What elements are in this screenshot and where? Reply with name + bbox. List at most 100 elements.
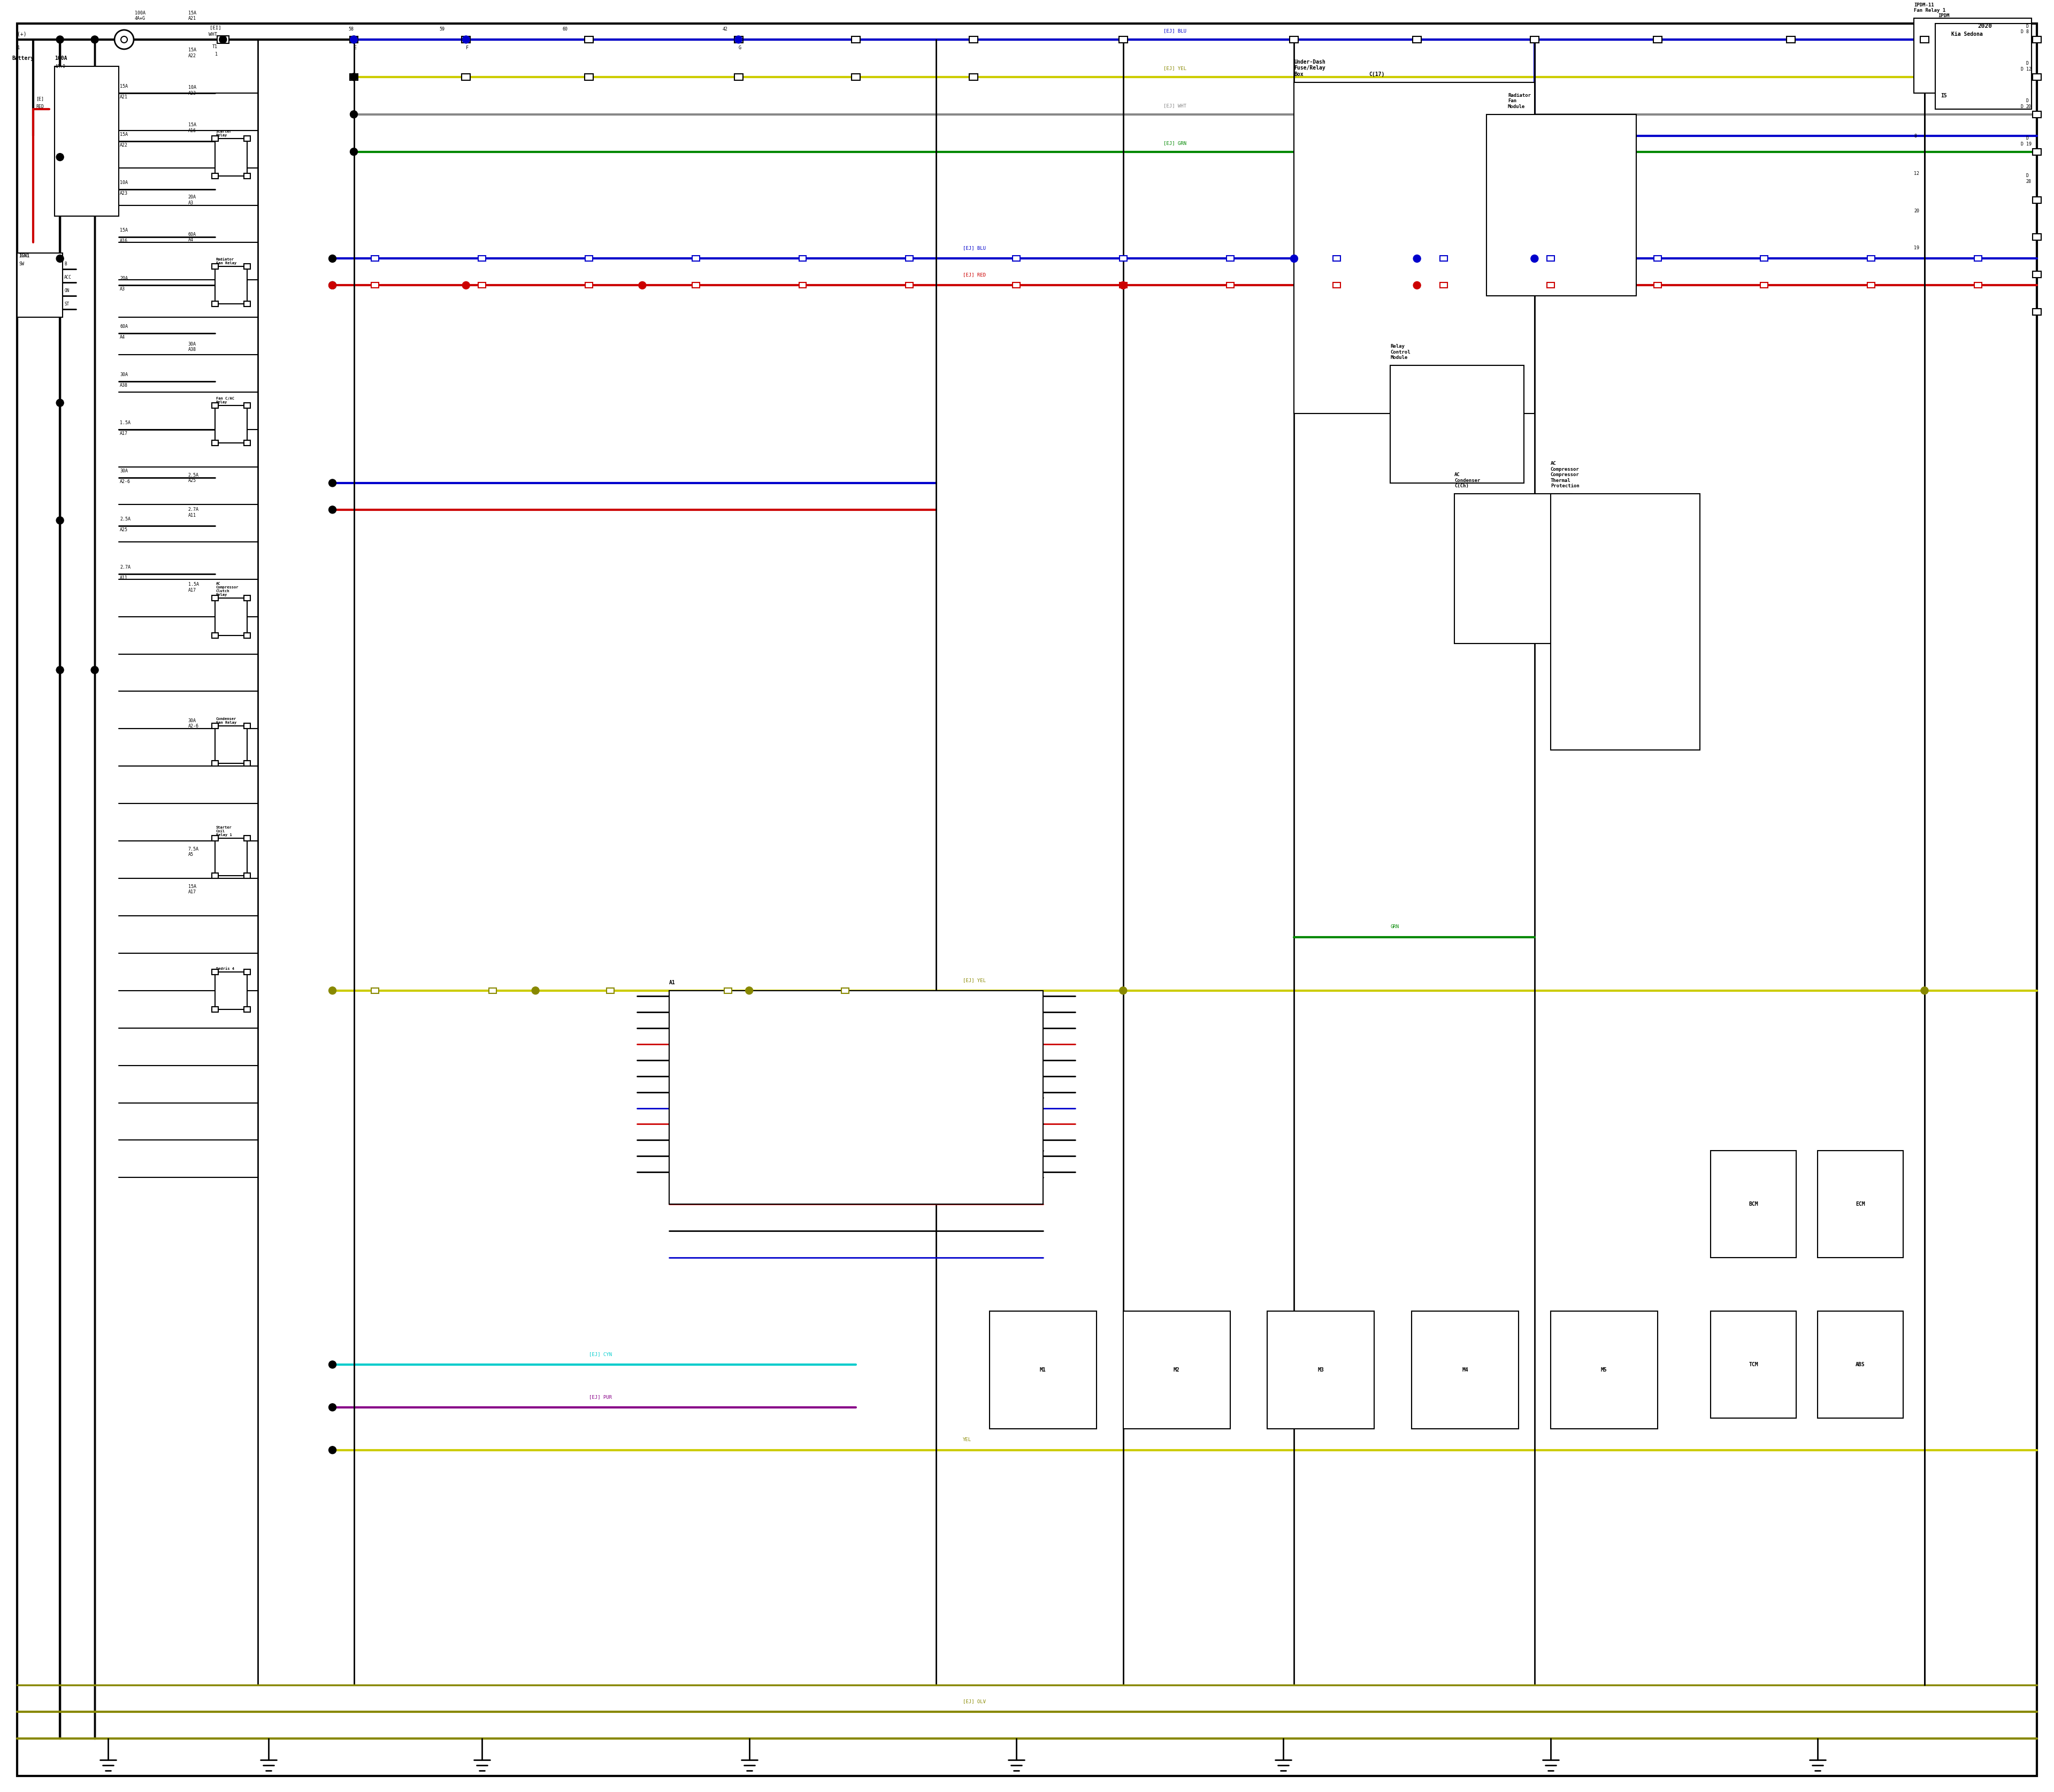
Text: BCM: BCM xyxy=(1748,1202,1758,1208)
Circle shape xyxy=(220,36,226,43)
Text: A1: A1 xyxy=(670,980,676,986)
Text: 30A: 30A xyxy=(119,373,127,376)
Bar xyxy=(1226,256,1234,262)
Text: 1.5A
A17: 1.5A A17 xyxy=(189,582,199,593)
Bar xyxy=(349,73,357,81)
Circle shape xyxy=(746,987,754,995)
Bar xyxy=(1760,283,1768,289)
Bar xyxy=(990,1312,1097,1428)
Bar xyxy=(1787,36,1795,43)
Text: E: E xyxy=(353,45,357,50)
Text: 15A
A17: 15A A17 xyxy=(189,883,197,894)
Bar xyxy=(1440,256,1448,262)
Bar xyxy=(852,73,861,81)
Bar xyxy=(1914,18,2031,93)
Bar xyxy=(1119,36,1128,43)
Bar xyxy=(2033,271,2042,278)
Bar xyxy=(1530,36,1538,43)
Bar xyxy=(585,283,594,289)
Text: ST: ST xyxy=(64,301,70,306)
Circle shape xyxy=(349,73,357,81)
Text: [EJ] BLU: [EJ] BLU xyxy=(963,246,986,251)
Text: A11: A11 xyxy=(119,575,127,581)
Bar xyxy=(606,987,614,993)
Text: Under-Dash
Fuse/Relay
Box: Under-Dash Fuse/Relay Box xyxy=(1294,59,1325,77)
Text: 15A
A22: 15A A22 xyxy=(189,48,197,57)
Text: 2.5A: 2.5A xyxy=(119,516,131,521)
Circle shape xyxy=(55,516,64,523)
Bar xyxy=(906,283,914,289)
Circle shape xyxy=(55,667,64,674)
Text: 12: 12 xyxy=(1914,170,1918,176)
Bar xyxy=(1653,256,1662,262)
Bar xyxy=(1547,283,1555,289)
Text: Radiator
Fan Relay: Radiator Fan Relay xyxy=(216,258,236,265)
Text: Condenser
Fan Relay: Condenser Fan Relay xyxy=(216,717,236,724)
Text: 30A: 30A xyxy=(119,468,127,473)
Text: A23: A23 xyxy=(119,190,127,195)
Text: [EJ] WHT: [EJ] WHT xyxy=(1163,104,1187,108)
Bar xyxy=(212,441,218,446)
Text: Battery: Battery xyxy=(12,56,35,61)
Text: F: F xyxy=(466,45,468,50)
Text: IPDM-11
Fan Relay 1: IPDM-11 Fan Relay 1 xyxy=(1914,2,1945,13)
Bar xyxy=(244,1007,251,1012)
Text: 2020: 2020 xyxy=(1978,23,1992,29)
Bar xyxy=(1867,256,1875,262)
Circle shape xyxy=(90,36,99,43)
Bar xyxy=(244,441,251,446)
Circle shape xyxy=(349,36,357,43)
Bar xyxy=(244,762,251,767)
Bar xyxy=(1454,493,1571,643)
Text: 10A
A23: 10A A23 xyxy=(189,86,197,95)
Bar xyxy=(585,256,594,262)
Text: D
20: D 20 xyxy=(2025,99,2031,109)
Bar xyxy=(725,987,731,993)
Text: Kia Sedona: Kia Sedona xyxy=(1951,32,1982,38)
Bar xyxy=(1013,256,1021,262)
Circle shape xyxy=(349,149,357,156)
Text: 59: 59 xyxy=(440,27,444,32)
Text: M2: M2 xyxy=(1173,1367,1179,1373)
Text: D: D xyxy=(2021,29,2023,34)
Text: D: D xyxy=(2021,104,2023,109)
Bar xyxy=(1333,283,1341,289)
Text: D
19: D 19 xyxy=(2025,136,2031,147)
Bar xyxy=(349,36,357,43)
Bar xyxy=(2033,235,2042,240)
Text: 8: 8 xyxy=(1914,134,1916,138)
Text: Radiator
Fan
Module: Radiator Fan Module xyxy=(1508,93,1530,109)
Bar xyxy=(1711,1312,1797,1417)
Bar xyxy=(969,36,978,43)
Bar xyxy=(212,595,218,600)
Circle shape xyxy=(329,478,337,487)
Bar xyxy=(244,301,251,306)
Text: C(17): C(17) xyxy=(1368,72,1384,77)
Circle shape xyxy=(329,281,337,289)
Bar xyxy=(212,301,218,306)
Circle shape xyxy=(55,254,64,262)
Circle shape xyxy=(1290,254,1298,262)
Bar xyxy=(244,136,251,142)
Bar xyxy=(1711,1150,1797,1258)
Text: [EJ] GRN: [EJ] GRN xyxy=(1163,140,1187,145)
Bar xyxy=(216,267,246,305)
Bar xyxy=(1935,23,2031,109)
Text: [EI]: [EI] xyxy=(210,25,222,30)
Circle shape xyxy=(1413,281,1421,289)
Text: IGN1: IGN1 xyxy=(18,254,29,258)
Text: Fan C/AC
Relay: Fan C/AC Relay xyxy=(216,398,234,403)
Circle shape xyxy=(55,36,64,43)
Bar xyxy=(212,174,218,179)
Text: GRN: GRN xyxy=(1391,925,1399,928)
Bar xyxy=(1547,256,1555,262)
Text: ECM: ECM xyxy=(1855,1202,1865,1208)
Text: M4: M4 xyxy=(1462,1367,1469,1373)
Bar xyxy=(216,599,246,636)
Text: 42: 42 xyxy=(723,27,727,32)
Text: A3: A3 xyxy=(119,287,125,292)
Circle shape xyxy=(1119,281,1128,289)
Bar xyxy=(1653,283,1662,289)
Bar xyxy=(1760,256,1768,262)
Bar xyxy=(1267,1312,1374,1428)
